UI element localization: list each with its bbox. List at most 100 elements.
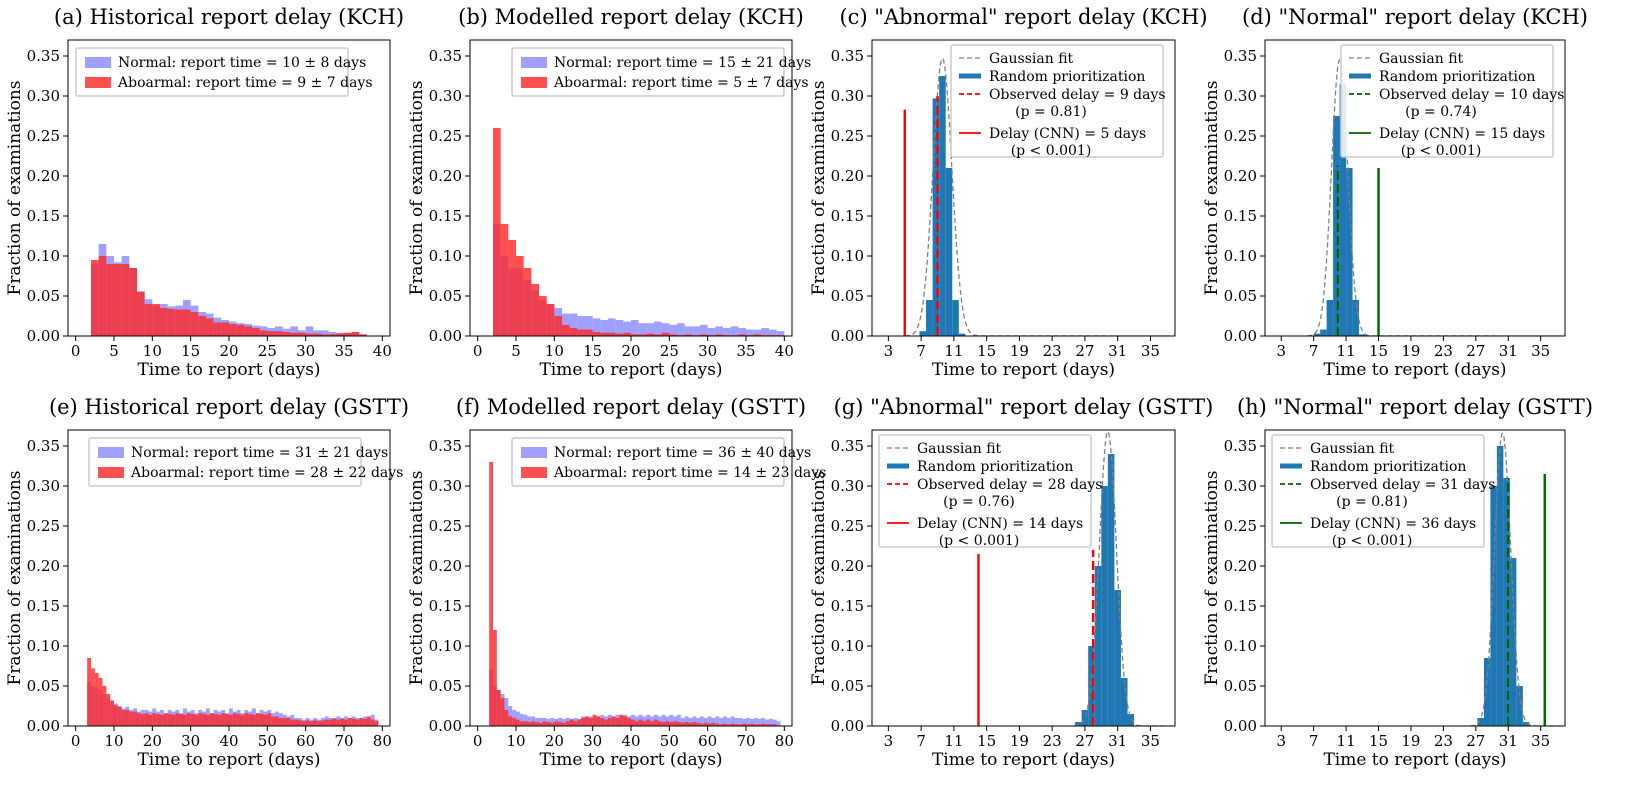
legend-label: (p < 0.001) [1401, 143, 1482, 159]
histogram-bar [91, 260, 99, 336]
legend: Normal: report time = 36 ± 40 days Aboarm… [511, 437, 826, 487]
histogram-bar [696, 722, 700, 726]
histogram-bar [344, 719, 348, 726]
histogram-bar [359, 718, 364, 726]
plot-area [489, 462, 781, 726]
histogram-bar [634, 721, 639, 726]
x-tick-label: 35 [736, 342, 755, 360]
histogram-bar [600, 332, 608, 336]
y-axis-label: Fraction of examinations [809, 81, 829, 296]
histogram-bar [500, 224, 509, 336]
histogram-bar [305, 333, 314, 336]
histogram-bar [519, 714, 524, 726]
legend: Gaussian fit Random prioritization Observe… [1271, 434, 1496, 549]
x-tick-label: 7 [916, 342, 926, 360]
x-tick-label: 27 [1466, 732, 1485, 750]
legend-label: Observed delay = 31 days [1310, 477, 1496, 493]
series-normal [489, 670, 781, 726]
histogram-bar [290, 719, 295, 726]
x-tick-label: 31 [1499, 342, 1518, 360]
x-tick-label: 70 [334, 732, 353, 750]
histogram-bar [275, 716, 279, 726]
histogram-bar [688, 718, 693, 726]
histogram-bar [527, 716, 532, 726]
legend-label: Random prioritization [989, 69, 1145, 85]
x-tick-label: 25 [660, 342, 679, 360]
x-tick-label: 50 [258, 732, 277, 750]
histogram-bar [167, 308, 176, 336]
histogram-bar [508, 706, 513, 726]
y-axis-label: Fraction of examinations [1202, 81, 1222, 296]
histogram-bar [631, 334, 639, 336]
histogram-bar [772, 719, 777, 726]
legend-box [88, 437, 362, 487]
x-tick-label: 3 [1276, 342, 1286, 360]
x-tick-label: 10 [143, 342, 162, 360]
y-tick-label: 0.10 [429, 637, 462, 655]
plot-area [1307, 59, 1565, 336]
x-axis-label: Time to report (days) [539, 360, 722, 380]
y-tick-label: 0.15 [27, 207, 60, 225]
x-axis-label: Time to report (days) [932, 360, 1115, 380]
histogram-bar [562, 718, 566, 726]
histogram-bar [608, 718, 612, 726]
x-tick-label: 15 [583, 342, 602, 360]
x-tick-label: 11 [1337, 732, 1356, 750]
histogram-bar [585, 716, 589, 726]
random-prioritization-bar [1313, 333, 1321, 336]
x-tick-label: 40 [621, 732, 640, 750]
histogram-bar [305, 326, 314, 336]
x-tick-label: 10 [545, 342, 564, 360]
histogram-bar [347, 718, 352, 726]
random-prioritization-bar [1081, 710, 1089, 726]
histogram-bar [776, 331, 785, 336]
x-tick-label: 11 [944, 732, 963, 750]
histogram-bar [202, 714, 206, 726]
histogram-bar [723, 723, 727, 726]
x-tick-label: 31 [1108, 342, 1127, 360]
y-tick-label: 0.25 [27, 127, 60, 145]
histogram-bar [692, 716, 697, 726]
series-abnormal [493, 128, 785, 336]
histogram-bar [554, 721, 559, 726]
histogram-bar [160, 714, 164, 726]
y-tick-label: 0.10 [27, 247, 60, 265]
y-tick-label: 0.00 [429, 327, 462, 345]
histogram-bar [221, 322, 229, 336]
histogram-bar [290, 332, 298, 336]
x-tick-label: 20 [545, 732, 564, 750]
histogram-bar [615, 320, 624, 336]
histogram-bar [160, 308, 168, 336]
histogram-bar [244, 713, 249, 726]
histogram-bar [137, 713, 141, 726]
legend-label: (p < 0.001) [1332, 533, 1413, 549]
histogram-bar [569, 719, 574, 726]
x-tick-label: 30 [583, 732, 602, 750]
histogram-bar [221, 713, 226, 726]
y-tick-label: 0.35 [27, 437, 60, 455]
histogram-bar [114, 264, 122, 336]
y-tick-label: 0.30 [831, 477, 864, 495]
random-prioritization-bar [1114, 590, 1121, 726]
histogram-bar [769, 724, 773, 726]
random-prioritization-bar [926, 300, 933, 336]
y-tick-label: 0.15 [429, 597, 462, 615]
histogram-bar [282, 332, 291, 336]
histogram-bar [654, 719, 658, 726]
x-tick-label: 60 [296, 732, 315, 750]
y-tick-label: 0.05 [429, 287, 462, 305]
y-tick-label: 0.30 [1224, 477, 1257, 495]
chart-title: (e) Historical report delay (GSTT) [49, 395, 409, 419]
histogram-bar [585, 316, 593, 336]
histogram-bar [677, 714, 681, 726]
histogram-bar [535, 722, 539, 726]
x-tick-label: 23 [1043, 732, 1062, 750]
histogram-bar [546, 722, 551, 726]
histogram-bar [539, 722, 543, 726]
histogram-bar [753, 334, 762, 336]
histogram-bar [746, 329, 754, 336]
random-prioritization-bar [1339, 84, 1347, 336]
y-tick-label: 0.20 [27, 167, 60, 185]
histogram-bar [707, 328, 716, 336]
histogram-bar [236, 324, 245, 336]
